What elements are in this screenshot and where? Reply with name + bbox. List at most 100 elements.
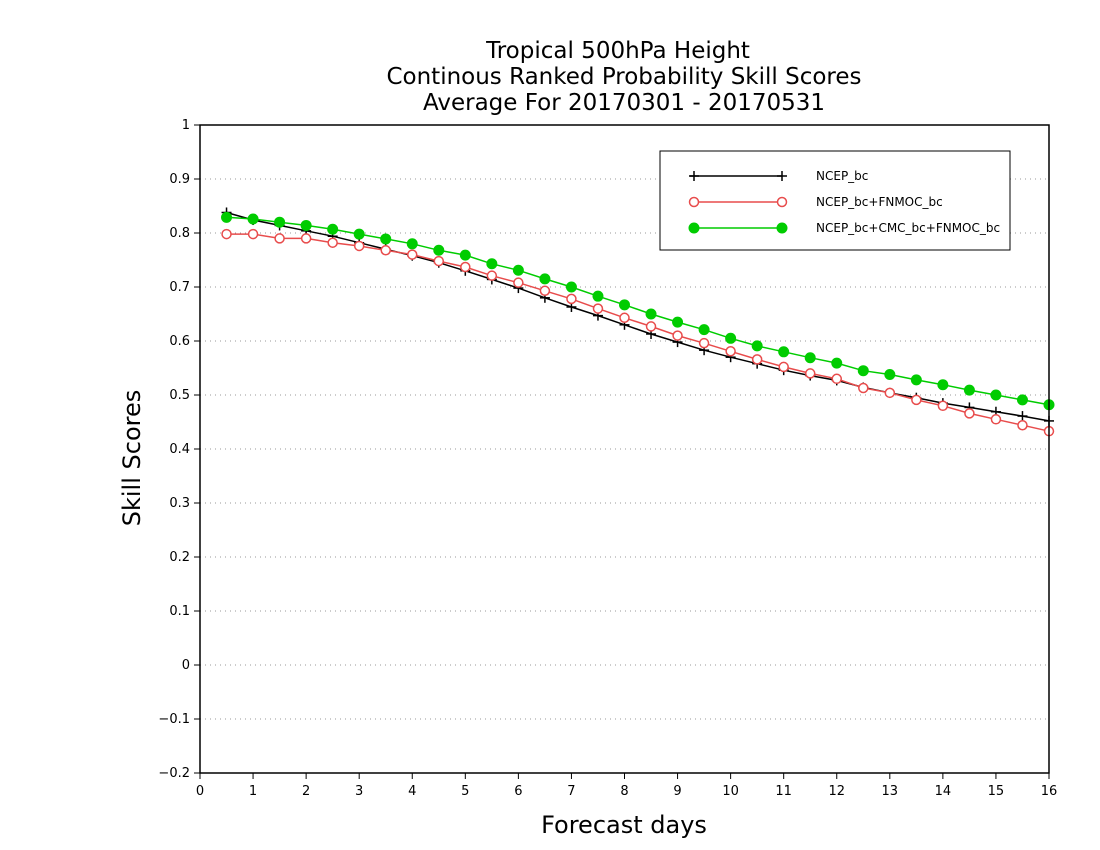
- data-point: [300, 219, 312, 231]
- data-point: [433, 255, 445, 267]
- data-point: [689, 171, 699, 181]
- data-point: [247, 213, 259, 225]
- data-point: [751, 354, 763, 365]
- x-axis-ticks: 0 1 2 3 4 5 6 7 8 9 10 11 12 13 14 15 16: [196, 773, 1057, 799]
- x-tick-label: 4: [408, 784, 416, 799]
- y-axis-label: Skill Scores: [118, 390, 146, 527]
- x-tick-label: 1: [249, 784, 257, 799]
- data-point: [858, 382, 869, 394]
- legend-label: NCEP_bc: [816, 169, 868, 183]
- y-tick-label: −0.1: [158, 712, 190, 727]
- y-tick-label: 1: [182, 118, 190, 133]
- data-point: [221, 211, 233, 223]
- data-point: [407, 249, 418, 260]
- data-point: [831, 357, 843, 369]
- x-tick-label: 14: [935, 784, 952, 799]
- data-point: [910, 374, 922, 386]
- legend-label: NCEP_bc+CMC_bc+FNMOC_bc: [816, 221, 1000, 235]
- x-tick-label: 3: [355, 784, 363, 799]
- data-point: [937, 400, 949, 412]
- x-tick-label: 13: [882, 784, 899, 799]
- data-point: [884, 368, 896, 380]
- x-tick-label: 10: [722, 784, 739, 799]
- title-line-3: Average For 20170301 - 20170531: [423, 90, 825, 116]
- data-point: [380, 245, 391, 256]
- data-point: [688, 222, 700, 234]
- data-point: [776, 222, 788, 234]
- data-point: [964, 408, 975, 419]
- data-point: [1016, 394, 1028, 406]
- data-point: [486, 270, 498, 281]
- title-line-2: Continous Ranked Probability Skill Score…: [386, 64, 861, 90]
- y-tick-label: 0.4: [169, 442, 190, 457]
- x-tick-label: 8: [620, 784, 628, 799]
- data-point: [884, 387, 896, 399]
- series-line: [226, 233, 1050, 432]
- y-axis-ticks: −0.2 −0.1 0 0.1 0.2 0.3 0.4 0.5 0.6 0.7 0.8 0.9 1: [158, 118, 200, 781]
- x-tick-label: 6: [514, 784, 522, 799]
- data-point: [274, 233, 285, 244]
- legend-label: NCEP_bc+FNMOC_bc: [816, 195, 943, 209]
- series-2: [221, 228, 1055, 437]
- data-point: [645, 321, 657, 332]
- data-point: [857, 365, 869, 377]
- data-point: [619, 312, 630, 324]
- x-tick-label: 2: [302, 784, 310, 799]
- data-point: [672, 330, 683, 341]
- data-point: [778, 346, 790, 358]
- data-point: [698, 337, 710, 349]
- data-point: [406, 238, 418, 250]
- data-point: [1017, 419, 1028, 431]
- data-point: [512, 264, 524, 276]
- data-point: [486, 258, 498, 270]
- legend-box: [659, 150, 1011, 251]
- data-point: [460, 261, 471, 273]
- data-point: [725, 332, 737, 344]
- y-tick-label: 0.6: [169, 334, 190, 349]
- title-line-1: Tropical 500hPa Height: [485, 38, 750, 64]
- data-point: [327, 223, 339, 235]
- data-point: [592, 303, 604, 314]
- data-point: [221, 228, 232, 240]
- data-point: [776, 196, 788, 208]
- series-3: [221, 211, 1055, 411]
- data-point: [688, 196, 700, 208]
- y-tick-label: 0: [182, 658, 190, 673]
- data-point: [380, 233, 392, 245]
- x-tick-label: 0: [196, 784, 204, 799]
- x-tick-label: 11: [775, 784, 792, 799]
- y-tick-label: 0.1: [169, 604, 190, 619]
- data-point: [831, 373, 842, 385]
- data-point: [433, 244, 445, 256]
- data-point: [619, 299, 630, 311]
- data-point: [353, 228, 365, 240]
- x-tick-label: 12: [828, 784, 845, 799]
- x-tick-label: 16: [1041, 784, 1058, 799]
- data-point: [327, 237, 338, 248]
- data-point: [1017, 411, 1028, 422]
- legend-entry: NCEP_bc+CMC_bc+FNMOC_bc: [688, 221, 1000, 235]
- data-point: [778, 361, 789, 373]
- data-point: [990, 389, 1002, 401]
- data-point: [672, 316, 684, 328]
- legend: NCEP_bc NCEP_bc+FNMOC_bc NCEP_bc+CMC_bc+FN…: [659, 150, 1011, 251]
- data-point: [804, 368, 816, 379]
- data-point: [990, 414, 1002, 425]
- x-axis-label: Forecast days: [541, 811, 707, 839]
- legend-entry: NCEP_bc+FNMOC_bc: [688, 195, 943, 209]
- data-point: [274, 216, 286, 228]
- y-tick-label: 0.8: [169, 226, 190, 241]
- y-tick-label: 0.5: [169, 388, 190, 403]
- grid: [200, 178, 1049, 720]
- data-point: [592, 290, 604, 302]
- x-tick-label: 9: [673, 784, 681, 799]
- data-point: [513, 277, 524, 288]
- data-point: [247, 228, 259, 240]
- legend-entry: NCEP_bc: [689, 169, 868, 183]
- data-point: [459, 249, 471, 261]
- y-tick-label: −0.2: [158, 766, 190, 781]
- x-tick-label: 15: [988, 784, 1005, 799]
- data-point: [751, 340, 763, 352]
- plot-frame: [199, 124, 1050, 774]
